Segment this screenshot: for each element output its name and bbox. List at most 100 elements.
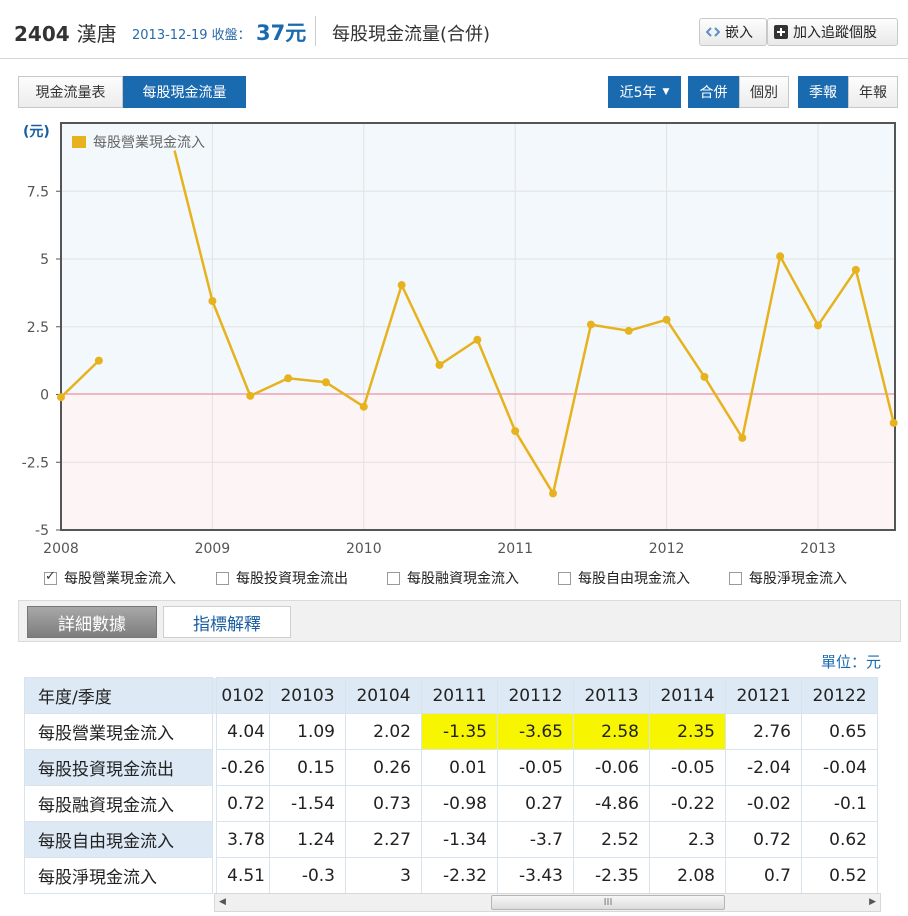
series-toggle-3[interactable]: 每股自由現金流入 [558,568,690,588]
y-tick-label: 5 [40,252,49,268]
checkbox-investing[interactable] [216,571,229,585]
col-header: 20122 [801,677,878,714]
data-point[interactable] [94,356,103,365]
tab-quarterly[interactable]: 季報 [798,76,848,108]
cashflow-table: 年度/季度 0102 20103 20104 20111 20112 20113… [24,677,878,894]
table-row: 每股淨現金流入 4.51 -0.3 3 -2.32 -3.43 -2.35 2.08 0.7 0.… [24,857,878,894]
toggle-label: 每股淨現金流入 [749,571,847,587]
data-point[interactable] [851,265,860,274]
data-point[interactable] [624,326,633,335]
table-cell: -0.26 [216,749,270,786]
series-toggle-4[interactable]: 每股淨現金流入 [729,568,847,588]
table-cell: 0.7 [725,857,802,894]
table-cell: 0.73 [345,785,422,822]
table-cell: -4.86 [573,785,650,822]
checkbox-net[interactable] [729,571,742,585]
data-point[interactable] [776,252,785,261]
data-point[interactable] [246,391,255,400]
add-track-label: 加入追蹤個股 [793,25,877,41]
scroll-right-arrow-icon[interactable]: ▶ [869,897,876,907]
table-cell: -2.35 [573,857,650,894]
tab-detail-data[interactable]: 詳細數據 [27,606,157,638]
corner-header: 年度/季度 [24,677,213,714]
series-toggle-2[interactable]: 每股融資現金流入 [387,568,519,588]
data-point[interactable] [321,378,330,387]
checkbox-financing[interactable] [387,571,400,585]
x-tick-label: 2013 [800,541,836,557]
table-cell: 2.08 [649,857,726,894]
table-cell: 1.24 [269,821,346,858]
close-price: 37元 [256,21,307,45]
col-header: 0102 [216,677,270,714]
horizontal-scrollbar[interactable]: ◀ III ▶ [214,893,881,912]
add-track-button[interactable]: 加入追蹤個股 [767,18,898,46]
data-point[interactable] [397,281,406,290]
table-cell: 1.09 [269,713,346,750]
table-cell: 0.62 [801,821,878,858]
column-gap [212,857,217,894]
col-header: 20113 [573,677,650,714]
range-dropdown[interactable]: 近5年 ▼ [608,76,681,108]
embed-label: 嵌入 [725,25,753,41]
data-point[interactable] [511,427,520,436]
data-point[interactable] [473,335,482,344]
table-cell: 0.52 [801,857,878,894]
data-point[interactable] [284,374,293,383]
table-cell: -2.04 [725,749,802,786]
embed-button[interactable]: 嵌入 [699,18,767,46]
y-tick-label: -2.5 [22,455,49,471]
tab-consolidated[interactable]: 合併 [688,76,739,108]
series-toggle-0[interactable]: 每股營業現金流入 [44,568,176,588]
data-point[interactable] [700,372,709,381]
table-cell: 0.65 [801,713,878,750]
checkbox-free[interactable] [558,571,571,585]
plus-icon [774,25,788,39]
data-point[interactable] [738,433,747,442]
data-point[interactable] [208,297,217,306]
series-line [173,150,895,495]
table-cell: 0.01 [421,749,498,786]
data-point[interactable] [435,360,444,369]
data-point[interactable] [662,315,671,324]
data-point[interactable] [549,489,558,498]
data-point[interactable] [586,320,595,329]
tab-individual[interactable]: 個別 [739,76,789,108]
table-row: 每股營業現金流入 4.04 1.09 2.02 -1.35 -3.65 2.58 2.35 2.… [24,713,878,750]
table-cell: -1.34 [421,821,498,858]
toggle-label: 每股投資現金流出 [236,571,348,587]
tab-cashflow-table[interactable]: 現金流量表 [18,76,123,108]
tab-indicator-explain[interactable]: 指標解釋 [163,606,291,638]
table-row: 每股投資現金流出 -0.26 0.15 0.26 0.01 -0.05 -0.06 -0.05… [24,749,878,786]
table-cell: 3 [345,857,422,894]
header-bar: 2404 漢唐 2013-12-19 收盤： 37元 每股現金流量(合併) 嵌入… [0,0,908,62]
column-gap [212,821,217,858]
x-tick-label: 2010 [346,541,382,557]
header-divider [315,16,316,46]
table-cell: 2.76 [725,713,802,750]
table-cell: 2.02 [345,713,422,750]
table-cell: 2.52 [573,821,650,858]
table-cell: 2.3 [649,821,726,858]
data-point[interactable] [57,393,65,402]
scroll-thumb[interactable]: III [491,895,725,910]
column-gap [212,785,217,822]
scroll-left-arrow-icon[interactable]: ◀ [219,897,226,907]
tab-per-share-cashflow[interactable]: 每股現金流量 [123,76,246,108]
table-cell: -0.06 [573,749,650,786]
x-tick-label: 2009 [195,541,231,557]
x-tick-label: 2012 [649,541,685,557]
y-tick-label: 2.5 [27,320,49,336]
tab-annual[interactable]: 年報 [848,76,898,108]
table-cell: 0.27 [497,785,574,822]
legend-label: 每股營業現金流入 [93,135,205,151]
checkbox-operating[interactable] [44,569,57,585]
series-toggle-1[interactable]: 每股投資現金流出 [216,568,348,588]
table-cell: -0.98 [421,785,498,822]
data-point[interactable] [359,402,368,411]
stock-name: 漢唐 [76,22,117,46]
data-point[interactable] [889,418,898,427]
data-point[interactable] [814,321,822,330]
table-cell: 0.72 [216,785,270,822]
table-cell: -3.7 [497,821,574,858]
table-cell: 4.51 [216,857,270,894]
